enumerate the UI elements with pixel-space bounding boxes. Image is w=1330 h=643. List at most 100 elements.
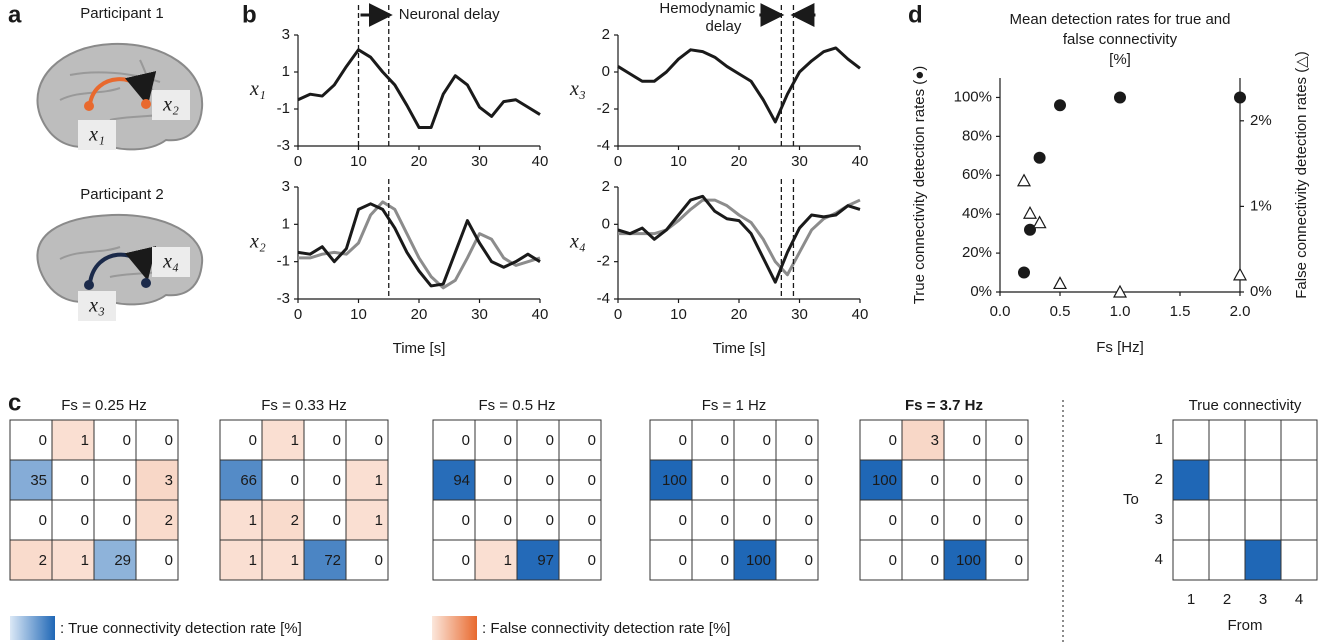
col-label: 3 bbox=[1259, 591, 1267, 608]
matrix-cell bbox=[1209, 420, 1245, 460]
circle-point bbox=[1234, 91, 1246, 103]
triangle-point bbox=[1018, 175, 1030, 186]
x-tick-label: 40 bbox=[852, 306, 869, 323]
cell-label: 0 bbox=[1015, 472, 1023, 489]
x-tick-label: 0 bbox=[294, 306, 302, 323]
matrix-cell bbox=[1209, 540, 1245, 580]
chart-title: Mean detection rates for true and bbox=[1010, 11, 1231, 28]
matrix-title: True connectivity bbox=[1189, 397, 1302, 414]
x-tick-label: 30 bbox=[791, 153, 808, 170]
cell-label: 0 bbox=[889, 432, 897, 449]
participant-label: Participant 1 bbox=[80, 5, 163, 22]
matrix-cell bbox=[1281, 540, 1317, 580]
y-tick-label: 60% bbox=[962, 166, 992, 183]
cell-label: 0 bbox=[1015, 432, 1023, 449]
cell-label: 2 bbox=[165, 512, 173, 529]
cell-label: 0 bbox=[123, 512, 131, 529]
y-tick-label: -2 bbox=[597, 100, 610, 117]
cell-label: 0 bbox=[462, 512, 470, 529]
line-series bbox=[298, 50, 540, 128]
x-tick-label: 40 bbox=[852, 153, 869, 170]
x-tick-label: 30 bbox=[471, 153, 488, 170]
y-tick-label: 3 bbox=[282, 26, 290, 43]
x-tick-label: 20 bbox=[411, 306, 428, 323]
participant-label: Participant 2 bbox=[80, 186, 163, 203]
cell-label: 0 bbox=[1015, 512, 1023, 529]
matrix-cell bbox=[1245, 500, 1281, 540]
cell-label: 0 bbox=[588, 472, 596, 489]
cell-label: 0 bbox=[375, 552, 383, 569]
matrix-title: Fs = 3.7 Hz bbox=[905, 397, 983, 414]
x-axis-label: Fs [Hz] bbox=[1096, 339, 1144, 356]
y-tick-label: -4 bbox=[597, 290, 610, 307]
annotation: delay bbox=[705, 18, 741, 35]
y-tick-label: 1 bbox=[282, 215, 290, 232]
cell-label: 0 bbox=[973, 512, 981, 529]
cell-label: 100 bbox=[872, 472, 897, 489]
variable-label: x₃ bbox=[88, 295, 105, 317]
cell-label: 3 bbox=[931, 432, 939, 449]
y-axis-label: x₄ bbox=[569, 231, 586, 253]
y-tick-label: 0 bbox=[602, 215, 610, 232]
x-tick-label: 40 bbox=[532, 306, 549, 323]
y-tick-label: -2 bbox=[597, 253, 610, 270]
cell-label: 0 bbox=[375, 432, 383, 449]
y-axis-label: x₂ bbox=[249, 231, 266, 253]
cell-label: 29 bbox=[114, 552, 131, 569]
cell-label: 0 bbox=[165, 552, 173, 569]
cell-label: 0 bbox=[763, 512, 771, 529]
cell-label: 2 bbox=[39, 552, 47, 569]
x-axis-label: From bbox=[1228, 617, 1263, 634]
matrix-title: Fs = 0.25 Hz bbox=[61, 397, 146, 414]
cell-label: 0 bbox=[1015, 552, 1023, 569]
circle-point bbox=[1034, 152, 1046, 164]
cell-label: 0 bbox=[588, 432, 596, 449]
cell-label: 0 bbox=[931, 512, 939, 529]
cell-label: 0 bbox=[333, 472, 341, 489]
cell-label: 0 bbox=[123, 432, 131, 449]
annotation: Neuronal delay bbox=[399, 6, 500, 23]
cell-label: 0 bbox=[679, 432, 687, 449]
legend-swatch bbox=[10, 616, 55, 640]
cell-label: 0 bbox=[931, 552, 939, 569]
panel-label: b bbox=[242, 1, 257, 28]
cell-label: 100 bbox=[746, 552, 771, 569]
cell-label: 0 bbox=[81, 512, 89, 529]
cell-label: 0 bbox=[291, 472, 299, 489]
chart-title: [%] bbox=[1109, 51, 1131, 68]
line-series bbox=[298, 202, 540, 288]
row-label: 1 bbox=[1155, 431, 1163, 448]
cell-label: 1 bbox=[81, 432, 89, 449]
y2-tick-label: 2% bbox=[1250, 112, 1272, 129]
cell-label: 0 bbox=[973, 432, 981, 449]
cell-label: 0 bbox=[588, 512, 596, 529]
cell-label: 0 bbox=[462, 552, 470, 569]
x-tick-label: 10 bbox=[350, 306, 367, 323]
cell-label: 0 bbox=[546, 472, 554, 489]
variable-label: x₄ bbox=[162, 251, 179, 273]
cell-label: 0 bbox=[721, 472, 729, 489]
x-tick-label: 2.0 bbox=[1230, 303, 1251, 320]
matrix-cell bbox=[1281, 500, 1317, 540]
y-tick-label: 0 bbox=[602, 63, 610, 80]
y-axis-label: x₁ bbox=[249, 78, 266, 100]
matrix-cell bbox=[1281, 420, 1317, 460]
matrix-cell bbox=[1209, 460, 1245, 500]
y-tick-label: 20% bbox=[962, 244, 992, 261]
cell-label: 0 bbox=[721, 512, 729, 529]
panel-label: c bbox=[8, 389, 21, 416]
cell-label: 0 bbox=[39, 432, 47, 449]
cell-label: 0 bbox=[763, 432, 771, 449]
y-tick-label: 3 bbox=[282, 178, 290, 195]
x-tick-label: 10 bbox=[670, 153, 687, 170]
cell-label: 0 bbox=[805, 432, 813, 449]
cell-label: 0 bbox=[546, 432, 554, 449]
variable-label: x₁ bbox=[88, 124, 105, 146]
matrix-title: Fs = 1 Hz bbox=[702, 397, 767, 414]
cell-label: 1 bbox=[249, 512, 257, 529]
x-tick-label: 10 bbox=[670, 306, 687, 323]
cell-label: 0 bbox=[123, 472, 131, 489]
x-tick-label: 20 bbox=[731, 153, 748, 170]
cell-label: 0 bbox=[889, 512, 897, 529]
x-tick-label: 1.5 bbox=[1170, 303, 1191, 320]
